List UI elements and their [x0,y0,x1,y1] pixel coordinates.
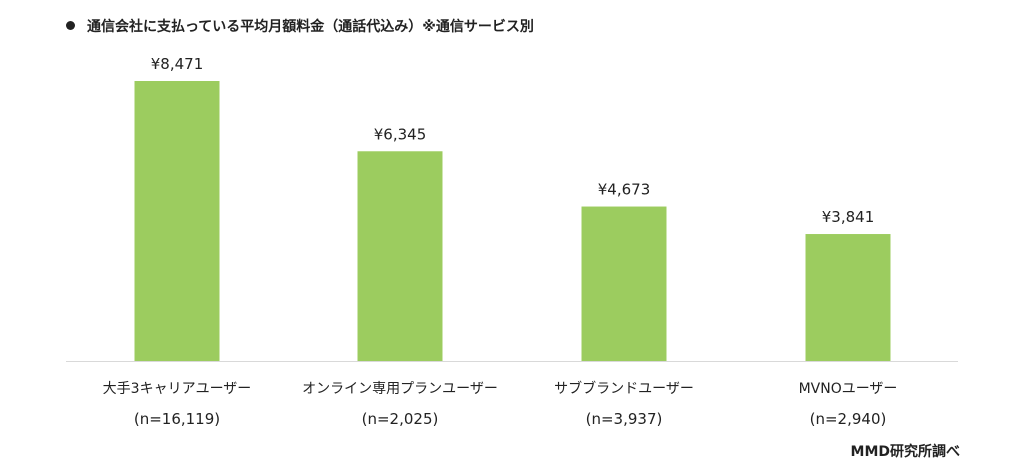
bar-3 [581,206,667,361]
category-label-1: 大手3キャリアユーザー [103,381,252,397]
bar-2 [357,151,443,361]
data-label-2: ¥6,345 [374,125,427,143]
bullet-icon [66,21,75,30]
sample-size-label-3: (n=3,937) [586,410,663,428]
bar-4 [805,234,891,361]
source-credit: MMD研究所調べ [850,444,960,460]
category-label-4: MVNOユーザー [799,381,898,397]
chart-title-text: 通信会社に支払っている平均月額料金（通話代込み）※通信サービス別 [87,19,534,35]
data-label-4: ¥3,841 [822,208,875,226]
bar-1 [134,81,220,361]
sample-size-label-1: (n=16,119) [134,410,220,428]
sample-size-label-2: (n=2,025) [362,410,439,428]
category-label-2: オンライン専用プランユーザー [302,381,498,397]
chart-title: 通信会社に支払っている平均月額料金（通話代込み）※通信サービス別 [66,16,534,36]
data-label-3: ¥4,673 [598,181,651,199]
category-label-3: サブブランドユーザー [554,380,694,397]
data-label-1: ¥8,471 [151,55,204,73]
sample-size-label-4: (n=2,940) [810,410,887,428]
